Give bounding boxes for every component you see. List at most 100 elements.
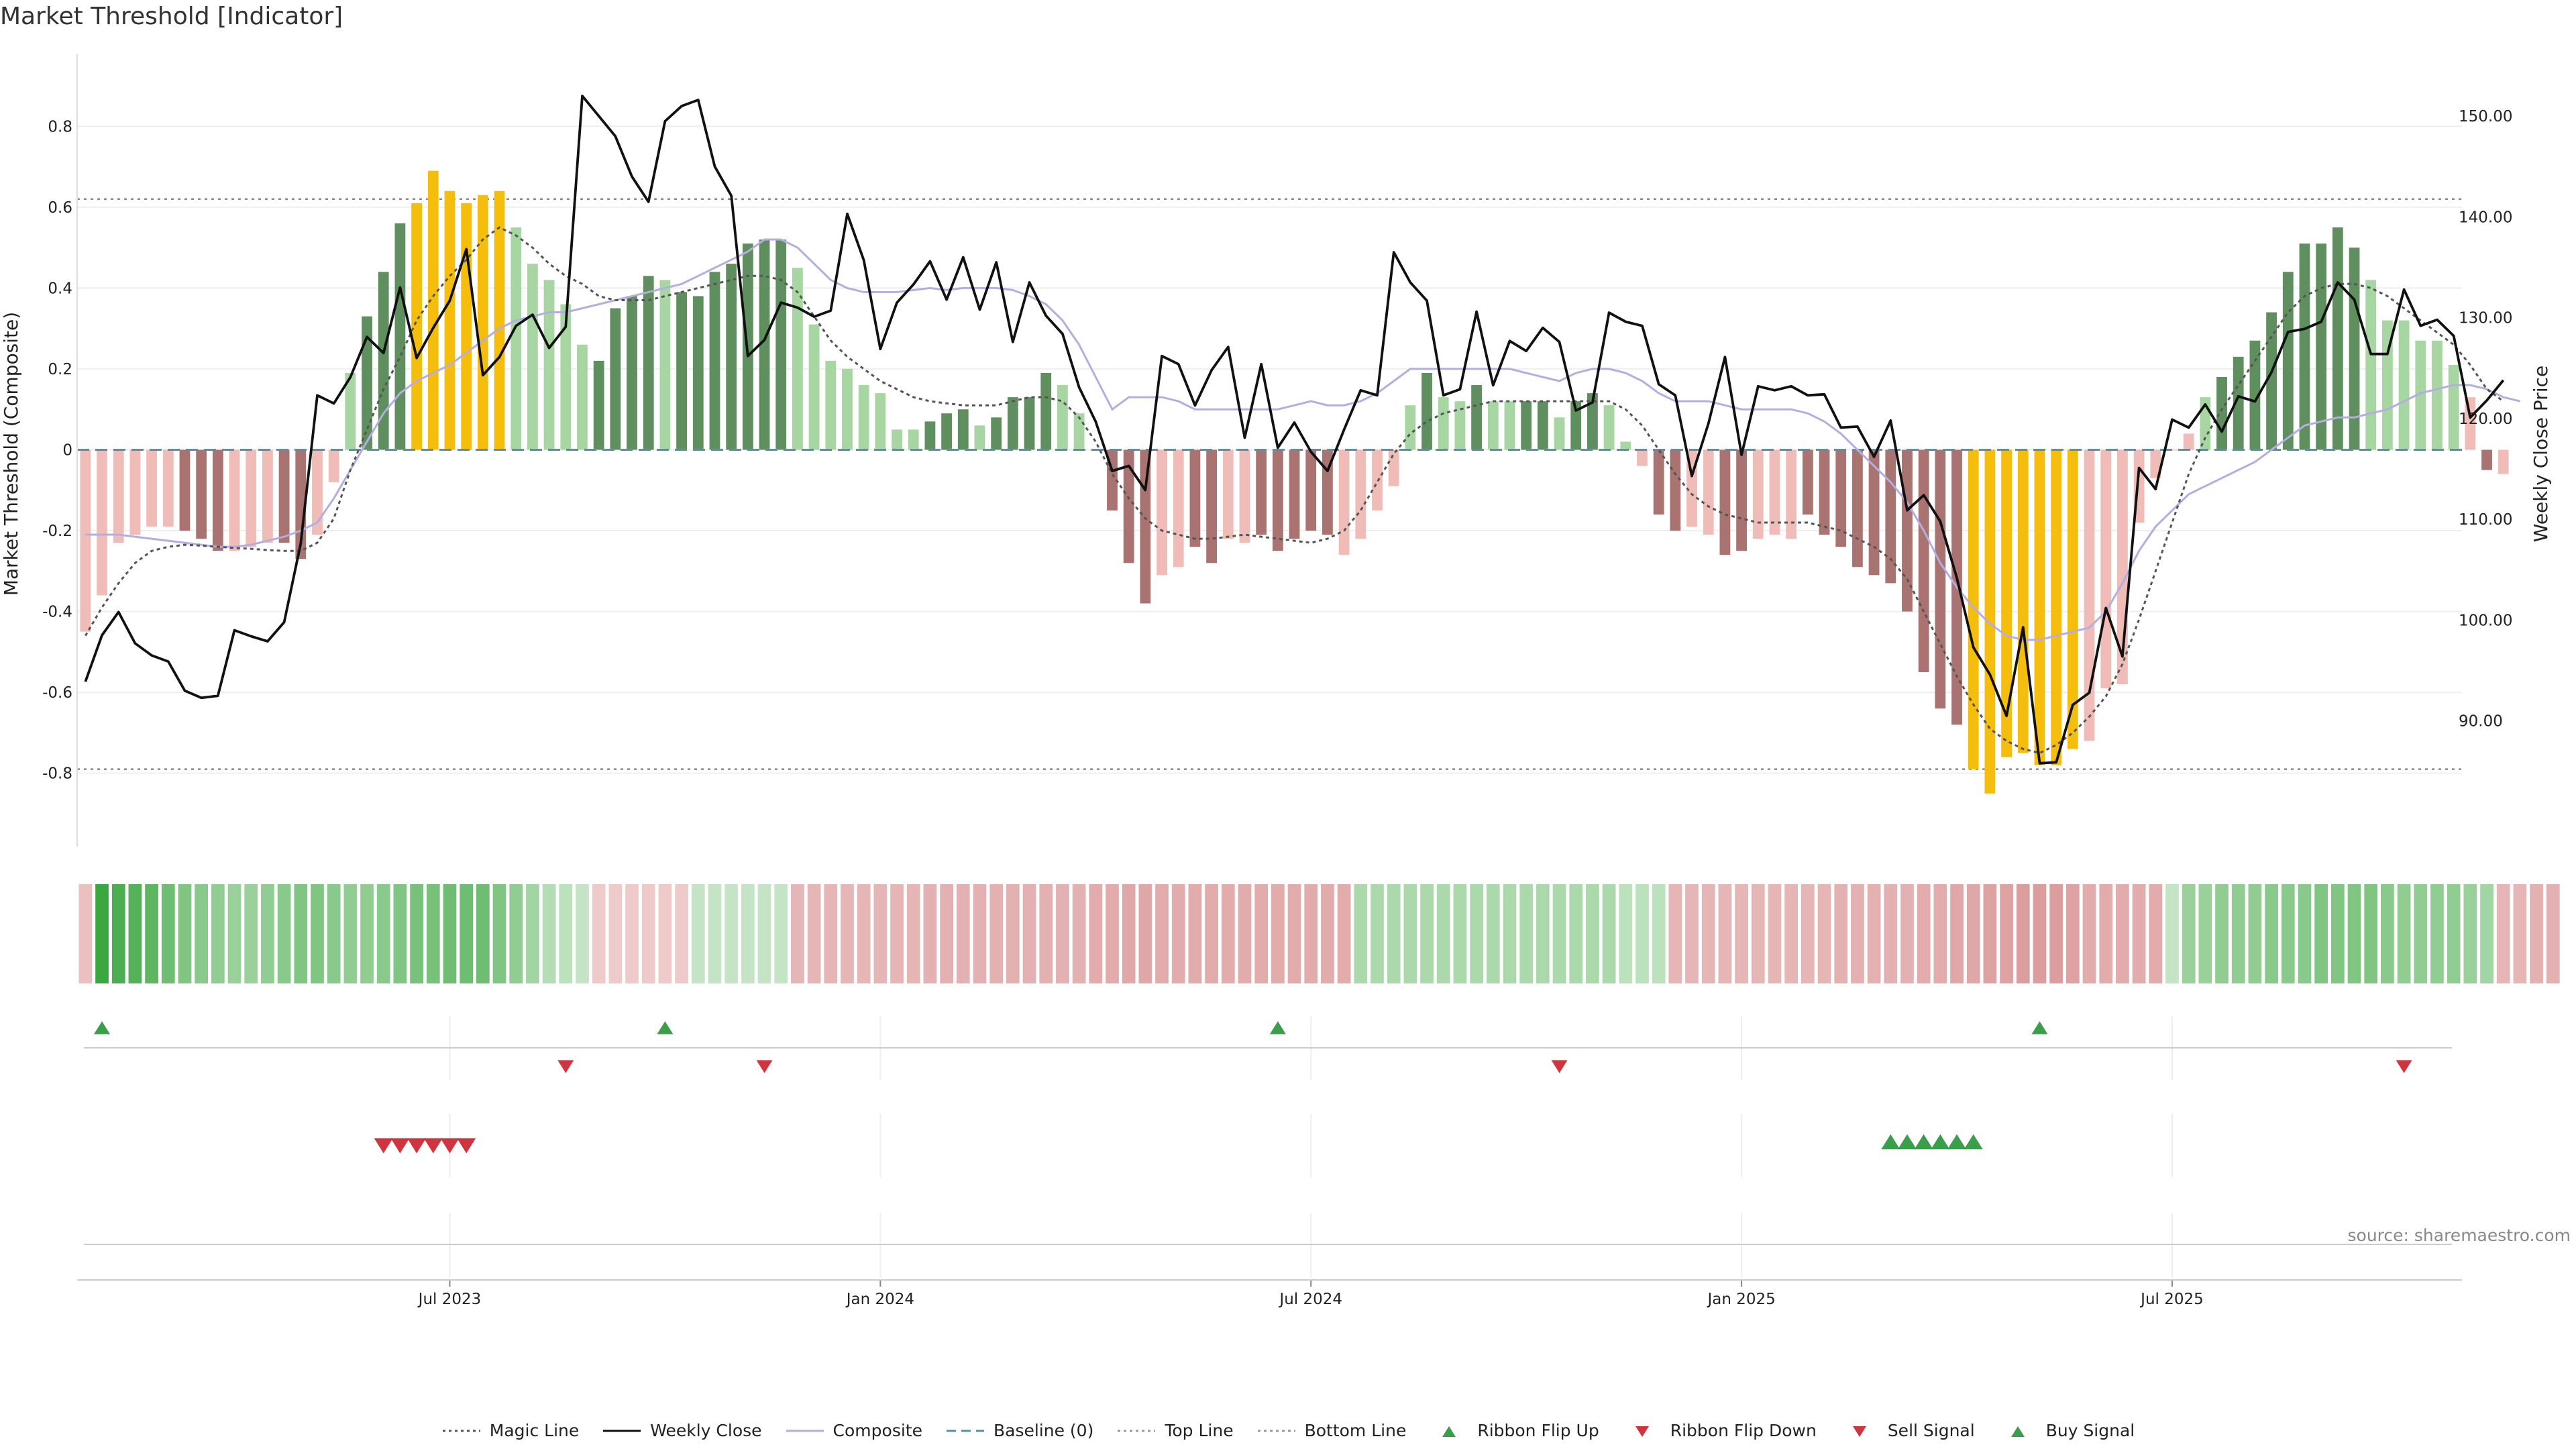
ribbon-cell: [1254, 884, 1269, 983]
ribbon-cell: [443, 884, 457, 983]
composite-bar: [1504, 401, 1515, 450]
ribbon-cell: [1436, 884, 1450, 983]
ribbon-cell: [1371, 884, 1384, 983]
ribbon-cell: [2347, 884, 2361, 983]
composite-bar: [196, 449, 207, 539]
x-tick-label: Jan 2025: [1706, 1291, 1775, 1308]
ribbon-cell: [1751, 884, 1765, 983]
ribbon-cell: [78, 884, 93, 983]
ribbon-cell: [559, 884, 573, 983]
legend-swatch: [946, 1430, 984, 1432]
legend-marker-down: [1635, 1426, 1649, 1437]
composite-bar: [527, 264, 538, 450]
buy-signal-marker: [1964, 1134, 1983, 1150]
ribbon-cell: [741, 884, 755, 983]
x-tick-label: Jan 2024: [845, 1291, 914, 1308]
ribbon-cell: [576, 884, 589, 983]
ribbon-cell: [1834, 884, 1848, 983]
sell-signal-marker: [440, 1138, 460, 1154]
ribbon-cell: [2496, 884, 2510, 983]
ribbon-cell: [940, 884, 953, 983]
composite-bar: [2398, 320, 2410, 450]
ribbon-cell: [509, 884, 523, 983]
composite-bar: [1140, 449, 1151, 604]
composite-bar: [577, 344, 588, 450]
ribbon-cell: [2480, 884, 2493, 983]
composite-bar: [1272, 449, 1283, 551]
ribbon-cell: [2065, 884, 2080, 983]
x-tick-label: Jul 2025: [2139, 1291, 2204, 1308]
legend-item: Top Line: [1116, 1421, 1234, 1440]
ribbon-flip-up-marker: [657, 1021, 674, 1034]
ribbon-cell: [2546, 884, 2560, 983]
ribbon-cell: [724, 884, 739, 983]
composite-bar: [1653, 449, 1664, 515]
composite-bar: [1620, 441, 1631, 450]
ribbon-cell: [956, 884, 970, 983]
buy-signal-marker: [1897, 1134, 1917, 1150]
composite-bar: [825, 360, 837, 450]
ribbon-cell: [989, 884, 1004, 983]
composite-bar: [2017, 449, 2029, 753]
composite-bar: [2415, 340, 2426, 450]
composite-bar: [511, 227, 522, 450]
ribbon-cell: [1287, 884, 1301, 983]
composite-bar: [2001, 449, 2012, 757]
ribbon-cell: [841, 884, 854, 983]
ribbon-cell: [1453, 884, 1467, 983]
composite-bar: [494, 191, 505, 450]
composite-bar: [2084, 449, 2095, 741]
composite-bar: [113, 449, 124, 543]
composite-bar: [1322, 449, 1333, 535]
ribbon-cell: [592, 884, 606, 983]
ribbon-flip-up-marker: [94, 1021, 111, 1034]
ribbon-cell: [1238, 884, 1252, 983]
composite-bar: [461, 203, 472, 450]
composite-bar: [1935, 449, 1946, 709]
composite-bar: [593, 360, 604, 450]
ribbon-cell: [1817, 884, 1831, 983]
ribbon-cell: [824, 884, 838, 983]
composite-bar: [1173, 449, 1184, 568]
composite-bar: [1637, 449, 1648, 466]
legend-item: Baseline (0): [945, 1421, 1093, 1440]
ribbon-cell: [2463, 884, 2477, 983]
legend-item: Magic Line: [441, 1421, 579, 1440]
composite-bar: [709, 272, 720, 450]
legend-item: Ribbon Flip Down: [1622, 1421, 1817, 1440]
composite-bar: [1256, 449, 1267, 535]
ribbon-cell: [2132, 884, 2146, 983]
composite-bar: [129, 449, 141, 535]
ribbon-cell: [1403, 884, 1417, 983]
composite-bar: [1421, 372, 1432, 450]
composite-bar: [1521, 401, 1532, 450]
ribbon-cell: [1089, 884, 1103, 983]
composite-bar: [1918, 449, 1929, 672]
composite-bar: [908, 429, 919, 450]
composite-bar: [1487, 401, 1499, 450]
ribbon-cell: [2215, 884, 2229, 983]
composite-bar: [1040, 372, 1052, 450]
ribbon-cell: [311, 884, 324, 983]
ribbon-cell: [1652, 884, 1666, 983]
composite-bar: [991, 417, 1002, 450]
composite-bar: [1868, 449, 1880, 576]
ribbon-cell: [2314, 884, 2328, 983]
ribbon-cell: [791, 884, 804, 983]
ribbon-cell: [542, 884, 556, 983]
ribbon-cell: [774, 884, 788, 983]
ribbon-cell: [857, 884, 871, 983]
legend-item: Sell Signal: [1839, 1421, 1975, 1440]
composite-bar: [427, 170, 439, 450]
legend: Magic Line Weekly Close Composite Baseline …: [0, 1421, 2576, 1440]
ribbon-cell: [1354, 884, 1368, 983]
composite-bar: [2249, 340, 2261, 450]
ribbon-cell: [923, 884, 937, 983]
composite-bar: [2216, 376, 2227, 450]
ribbon-strip: [78, 884, 2560, 983]
composite-bar: [278, 449, 290, 543]
buy-signal-marker: [1914, 1134, 1933, 1150]
ribbon-cell: [2016, 884, 2030, 983]
legend-label: Bottom Line: [1304, 1421, 1407, 1440]
